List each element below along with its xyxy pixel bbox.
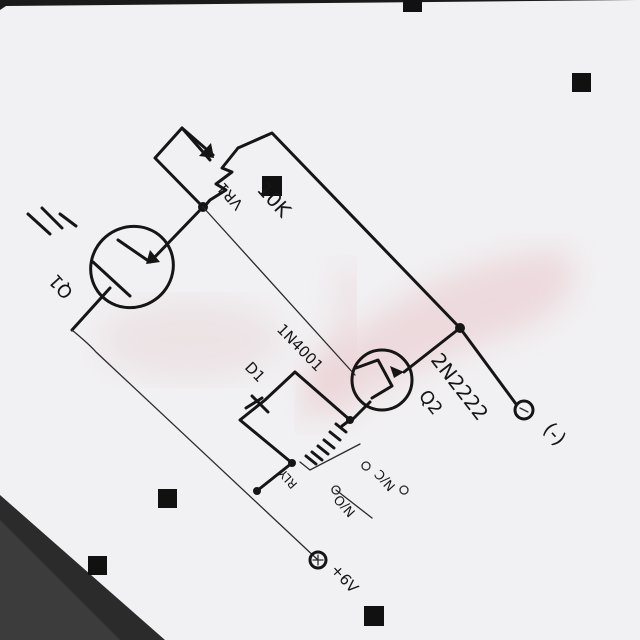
- negative-terminal[interactable]: [513, 399, 535, 421]
- q1-collector-lead: [70, 286, 112, 332]
- negative-terminal-mark: [519, 407, 529, 413]
- q1-base-bar: [91, 260, 132, 298]
- speck-top-right: [572, 73, 591, 92]
- wire-coil-to-rail: [256, 461, 294, 492]
- transistor-q2-body: [350, 348, 414, 412]
- wire-to-negative: [458, 326, 518, 406]
- diode-d1-symbol: [244, 394, 270, 414]
- stain-streak: [292, 268, 361, 425]
- pot-wiper-arrow: [199, 143, 214, 158]
- shadow-wedge-inner: [0, 520, 120, 640]
- phototransistor-q1-body: [89, 224, 175, 310]
- relay-core: [299, 443, 361, 471]
- contact-terminal-1: [361, 461, 371, 471]
- junction-rail: [253, 487, 261, 495]
- wire-q1-to-positive: [71, 329, 319, 561]
- light-arrows-icon: [26, 206, 64, 236]
- wire-top-rail: [236, 131, 462, 330]
- speck-pot: [262, 176, 282, 196]
- q1-emitter-lead: [116, 238, 152, 264]
- pot-adjust-loop: [153, 126, 212, 208]
- stain-left: [100, 300, 280, 380]
- speck-left: [158, 489, 177, 508]
- light-arrow-head: [58, 212, 78, 228]
- diode-loop: [238, 370, 352, 465]
- contact-terminal-3: [399, 485, 409, 495]
- contact-arm: [335, 489, 373, 519]
- q2-collector-lead: [350, 400, 372, 422]
- wire-to-q2-emitter: [402, 326, 462, 374]
- q2-emitter-arrow: [390, 366, 404, 378]
- stain-right: [300, 250, 574, 420]
- speck-top: [403, 0, 422, 12]
- q2-internal: [354, 358, 394, 400]
- speck-bottom: [364, 606, 384, 626]
- wire-pot-to-q1: [148, 205, 205, 264]
- contact-terminal-2: [331, 485, 341, 495]
- positive-terminal[interactable]: [308, 550, 328, 570]
- positive-terminal-mark: [312, 554, 324, 566]
- potentiometer-symbol: [202, 146, 240, 209]
- speck-bottom-left: [88, 556, 107, 575]
- wire-pot-to-q2-base: [202, 206, 356, 376]
